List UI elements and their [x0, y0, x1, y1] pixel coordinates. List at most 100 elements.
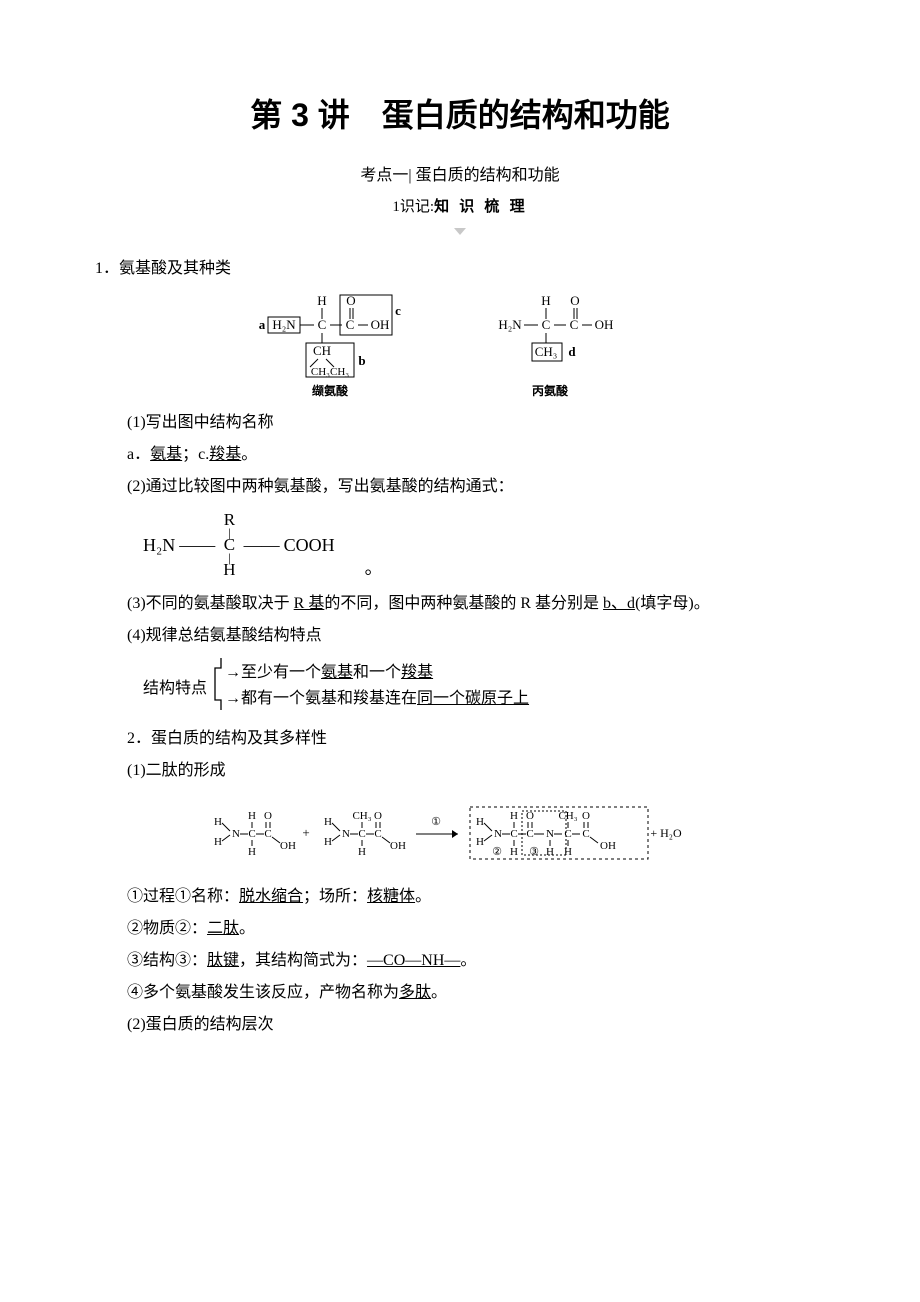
reaction-svg: H H N C H H C O OH	[200, 797, 720, 867]
q4-text: (4)规律总结氨基酸结构特点	[95, 620, 825, 652]
svg-text:C: C	[318, 317, 327, 332]
svg-text:OH: OH	[371, 317, 390, 332]
q1-ans1: 氨基	[150, 446, 182, 463]
br1-pre: →至少有一个	[225, 664, 321, 681]
memo-bold: 知 识 梳 理	[434, 198, 528, 215]
q3-mid: 的不同，图中两种氨基酸的 R 基分别是	[324, 595, 603, 612]
svg-text:H₂N: H₂N	[498, 317, 522, 332]
svg-text:H: H	[541, 293, 550, 308]
a3-pre: ③结构③：	[127, 952, 207, 969]
svg-text:H: H	[324, 816, 332, 828]
a3-u2: —CO—NH—	[367, 952, 460, 969]
reaction-diagram: H H N C H H C O OH	[95, 797, 825, 871]
svg-text:CH: CH	[313, 343, 331, 358]
svg-text:C: C	[374, 828, 381, 840]
br1-u2: 羧基	[401, 664, 433, 681]
svg-text:OH: OH	[595, 317, 614, 332]
answer-4: ④多个氨基酸发生该反应，产物名称为多肽。	[95, 977, 825, 1009]
svg-text:①: ①	[431, 816, 441, 828]
q3-u2: b、d	[603, 595, 635, 612]
svg-text:CH₃: CH₃	[352, 810, 371, 822]
answer-1: ①过程①名称：脱水缩合；场所：核糖体。	[95, 881, 825, 913]
svg-text:b: b	[358, 353, 365, 368]
formula-h: H	[223, 561, 235, 580]
section-2-sub1: (1)二肽的形成	[95, 755, 825, 787]
svg-text:H: H	[476, 816, 484, 828]
section-1-heading: 1．氨基酸及其种类	[95, 253, 825, 285]
a4-pre: ④多个氨基酸发生该反应，产物名称为	[127, 984, 399, 1001]
svg-text:H: H	[214, 836, 222, 848]
q3-post: (填字母)。	[635, 595, 710, 612]
amino-acid-svg: H₂N a H C C O OH c	[250, 293, 670, 403]
svg-text:C: C	[564, 828, 571, 840]
svg-text:丙氨酸: 丙氨酸	[532, 383, 569, 398]
a2-u1: 二肽	[207, 920, 239, 937]
q1-line2: a．氨基；c.羧基。	[95, 439, 825, 471]
svg-text:C: C	[570, 317, 579, 332]
svg-text:H: H	[324, 836, 332, 848]
br1-mid: 和一个	[353, 664, 401, 681]
svg-text:a: a	[259, 317, 266, 332]
br1-u1: 氨基	[321, 664, 353, 681]
formula-center-stack: R | C | H	[223, 511, 235, 580]
svg-text:N: N	[232, 828, 240, 840]
memo-line: 1识记:知 识 梳 理	[95, 195, 825, 216]
svg-text:N: N	[494, 828, 502, 840]
br2-pre: →都有一个氨基和羧基连在	[225, 690, 417, 707]
svg-text:H: H	[564, 846, 572, 858]
kaodian-text: 蛋白质的结构和功能	[416, 167, 560, 184]
general-formula: H₂N —— R | C | H —— COOH 。	[143, 511, 825, 580]
svg-text:C: C	[264, 828, 271, 840]
svg-text:③: ③	[529, 846, 539, 858]
q1-sep: ；c.	[182, 446, 209, 463]
svg-text:CH₃: CH₃	[558, 810, 577, 822]
q1-end: 。	[241, 446, 257, 463]
section-2-sub2: (2)蛋白质的结构层次	[95, 1009, 825, 1041]
svg-text:O: O	[526, 810, 534, 822]
kaodian-prefix: 考点一	[360, 167, 408, 184]
svg-text:C: C	[526, 828, 533, 840]
q3-pre: (3)不同的氨基酸取决于	[127, 595, 294, 612]
svg-text:+ H₂O: + H₂O	[650, 826, 682, 840]
bracket-label: 结构特点	[143, 656, 211, 715]
a1-mid: ；场所：	[303, 888, 367, 905]
a4-u1: 多肽	[399, 984, 431, 1001]
svg-text:C: C	[358, 828, 365, 840]
amino-acid-diagram: H₂N a H C C O OH c	[95, 293, 825, 403]
svg-text:+: +	[302, 825, 309, 840]
main-title: 第 3 讲 蛋白质的结构和功能	[95, 90, 825, 136]
a4-end: 。	[431, 984, 447, 1001]
svg-text:O: O	[570, 293, 579, 308]
svg-text:H: H	[214, 816, 222, 828]
svg-text:C: C	[582, 828, 589, 840]
section-2-heading: 2．蛋白质的结构及其多样性	[95, 723, 825, 755]
formula-period: 。	[365, 554, 383, 580]
a3-mid: ，其结构简式为：	[239, 952, 367, 969]
a3-end: 。	[460, 952, 476, 969]
svg-text:O: O	[264, 810, 272, 822]
a1-u1: 脱水缩合	[239, 888, 303, 905]
bracket-curly-icon	[211, 656, 225, 715]
kaodian-line: 考点一| 蛋白质的结构和功能	[95, 161, 825, 185]
svg-text:OH: OH	[390, 840, 406, 852]
bracket-items: →至少有一个氨基和一个羧基 →都有一个氨基和羧基连在同一个碳原子上	[225, 656, 529, 715]
svg-text:c: c	[395, 303, 401, 318]
svg-text:CH₃: CH₃	[535, 344, 558, 359]
down-arrow-icon	[454, 228, 466, 235]
svg-text:O: O	[374, 810, 382, 822]
svg-text:N: N	[546, 828, 554, 840]
svg-text:C: C	[346, 317, 355, 332]
svg-text:H: H	[546, 846, 554, 858]
svg-text:H: H	[358, 846, 366, 858]
svg-text:OH: OH	[280, 840, 296, 852]
document-page: 第 3 讲 蛋白质的结构和功能 考点一| 蛋白质的结构和功能 1识记:知 识 梳…	[0, 0, 920, 1101]
bracket-block: 结构特点 →至少有一个氨基和一个羧基 →都有一个氨基和羧基连在同一个碳原子上	[143, 656, 825, 715]
a1-end: 。	[415, 888, 431, 905]
svg-text:C: C	[248, 828, 255, 840]
q1-line1: (1)写出图中结构名称	[95, 407, 825, 439]
bracket-row-1: →至少有一个氨基和一个羧基	[225, 660, 529, 686]
a1-u2: 核糖体	[367, 888, 415, 905]
formula-cooh: COOH	[284, 535, 335, 556]
svg-text:C: C	[542, 317, 551, 332]
svg-text:N: N	[342, 828, 350, 840]
